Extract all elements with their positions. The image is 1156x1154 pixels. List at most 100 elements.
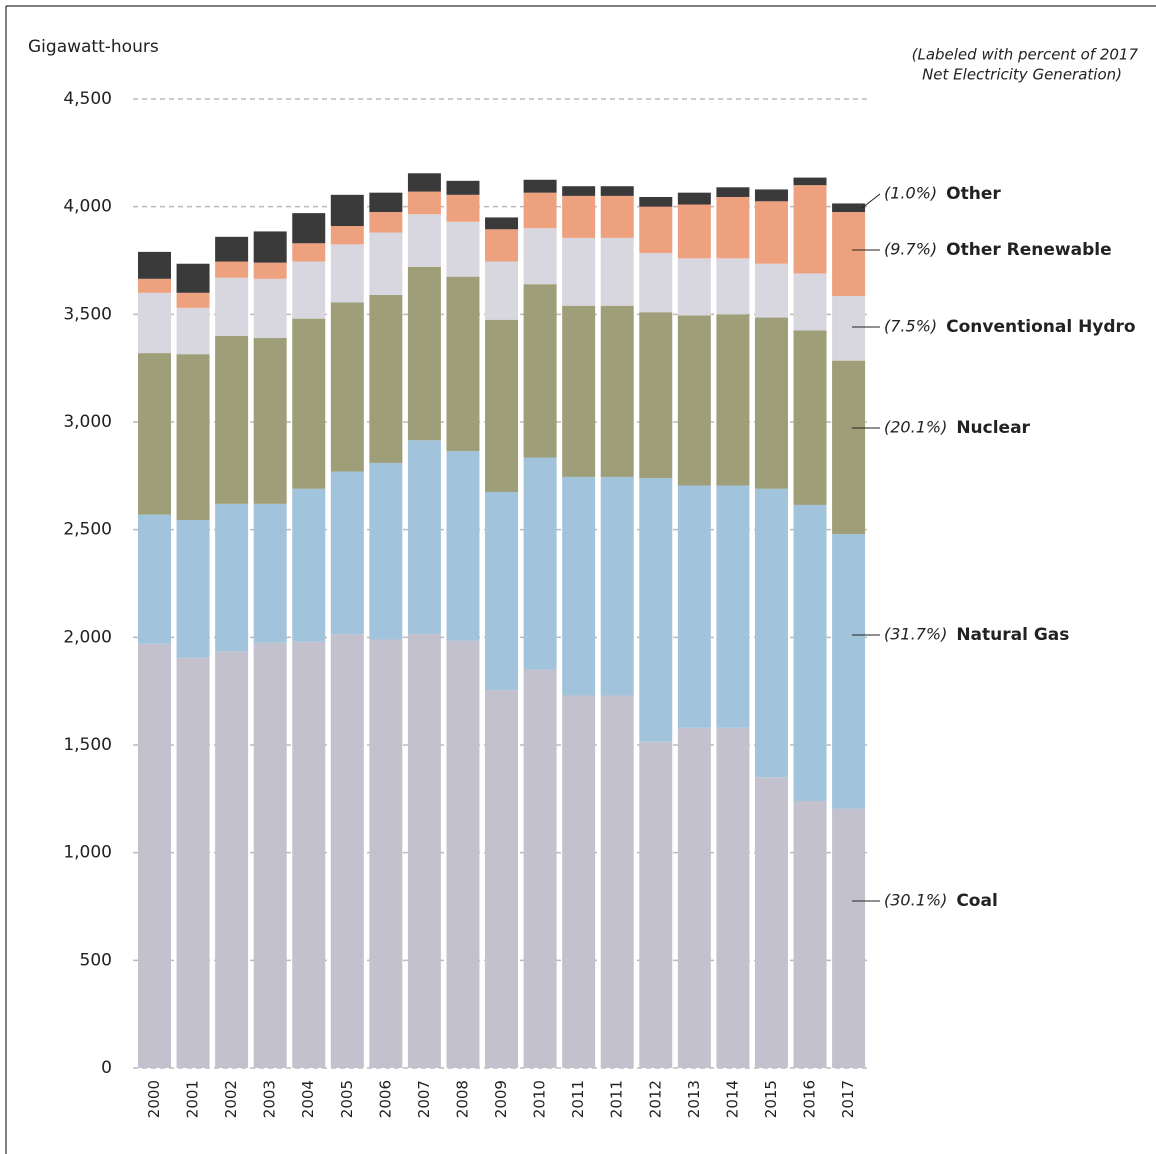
bar-segment bbox=[523, 192, 557, 229]
bar-segment bbox=[215, 236, 249, 262]
bar-segment bbox=[485, 217, 519, 230]
bar-segment bbox=[793, 177, 827, 186]
bar-segment bbox=[253, 503, 287, 643]
bar-segment bbox=[330, 194, 364, 227]
bar-segment bbox=[253, 278, 287, 339]
bar-segment bbox=[754, 317, 788, 489]
bar-segment bbox=[446, 180, 480, 195]
bar-segment bbox=[562, 305, 596, 477]
bar-segment bbox=[754, 201, 788, 264]
y-tick-label: 4,500 bbox=[63, 89, 112, 109]
bar-segment bbox=[369, 639, 403, 1068]
bar-segment bbox=[793, 330, 827, 505]
bar-segment bbox=[253, 642, 287, 1068]
bar-segment bbox=[369, 192, 403, 213]
bar-segment bbox=[330, 634, 364, 1068]
bar-segment bbox=[407, 440, 441, 635]
x-tick-label: 2009 bbox=[492, 1080, 510, 1118]
bar-segment bbox=[600, 476, 634, 696]
x-tick-label: 2016 bbox=[801, 1080, 819, 1118]
bar-segment bbox=[716, 727, 750, 1068]
bar-segment bbox=[215, 277, 249, 336]
x-tick-label: 2000 bbox=[145, 1080, 163, 1118]
x-tick-label: 2001 bbox=[184, 1080, 202, 1118]
bar-segment bbox=[562, 476, 596, 696]
bar-segment bbox=[138, 643, 171, 1068]
bar-segment bbox=[446, 194, 480, 222]
bar-segment bbox=[677, 204, 711, 259]
bar-segment bbox=[176, 307, 210, 355]
note: (Labeled with percent of 2017 bbox=[912, 46, 1139, 64]
bar-segment bbox=[832, 360, 866, 534]
bar-segment bbox=[292, 261, 326, 319]
x-tick-label: 2012 bbox=[646, 1080, 664, 1118]
series-share: (31.7%) bbox=[884, 625, 947, 644]
bar-segment bbox=[832, 808, 866, 1068]
x-tick-label: 2014 bbox=[723, 1080, 741, 1118]
series-name: Conventional Hydro bbox=[946, 317, 1135, 337]
bar-segment bbox=[369, 232, 403, 295]
bar-segment bbox=[716, 314, 750, 486]
series-share: (1.0%) bbox=[884, 184, 937, 203]
bar-segment bbox=[369, 212, 403, 233]
bar-segment bbox=[677, 485, 711, 728]
bar-segment bbox=[176, 292, 210, 308]
note: Net Electricity Generation) bbox=[922, 66, 1122, 84]
bar-segment bbox=[523, 228, 557, 285]
bar-segment bbox=[485, 319, 519, 492]
x-tick-label: 2002 bbox=[222, 1080, 240, 1118]
bar-segment bbox=[600, 237, 634, 306]
bar-segment bbox=[600, 186, 634, 196]
bar-segment bbox=[407, 191, 441, 215]
x-tick-label: 2004 bbox=[299, 1080, 317, 1118]
bar-segment bbox=[677, 315, 711, 486]
bar-segment bbox=[330, 226, 364, 245]
bar-segment bbox=[716, 258, 750, 315]
x-tick-label: 2011 bbox=[569, 1080, 587, 1118]
bar-segment bbox=[600, 195, 634, 238]
bar-segment bbox=[215, 335, 249, 504]
series-share: (30.1%) bbox=[884, 891, 947, 910]
bar-segment bbox=[485, 690, 519, 1068]
x-tick-label: 2015 bbox=[762, 1080, 780, 1118]
bar-segment bbox=[407, 634, 441, 1068]
bar-segment bbox=[754, 777, 788, 1068]
bar-segment bbox=[407, 266, 441, 441]
bar-segment bbox=[176, 354, 210, 520]
bar-segment bbox=[523, 457, 557, 670]
series-name: Other Renewable bbox=[946, 240, 1111, 260]
bar-segment bbox=[253, 262, 287, 279]
bar-segment bbox=[562, 186, 596, 196]
bar-segment bbox=[446, 276, 480, 452]
bar-segment bbox=[215, 651, 249, 1068]
series-name: Natural Gas bbox=[956, 625, 1069, 645]
bar-segment bbox=[793, 185, 827, 274]
x-tick-label: 2011 bbox=[608, 1080, 626, 1118]
y-tick-label: 1,500 bbox=[63, 735, 112, 755]
x-tick-label: 2010 bbox=[531, 1080, 549, 1118]
bar-segment bbox=[446, 640, 480, 1068]
bar-segment bbox=[716, 485, 750, 728]
bar-segment bbox=[330, 471, 364, 635]
series-name: Nuclear bbox=[956, 418, 1030, 438]
bar-segment bbox=[600, 305, 634, 477]
bar-segment bbox=[485, 491, 519, 691]
bar-segment bbox=[176, 519, 210, 658]
y-tick-label: 0 bbox=[101, 1058, 112, 1078]
bar-segment bbox=[639, 252, 673, 313]
y-tick-label: 3,000 bbox=[63, 412, 112, 432]
series-share: (7.5%) bbox=[884, 317, 937, 336]
bar-segment bbox=[292, 213, 326, 244]
bar-segment bbox=[176, 657, 210, 1068]
bar-segment bbox=[138, 278, 171, 293]
series-name: Coal bbox=[956, 891, 997, 911]
bar-segment bbox=[639, 477, 673, 742]
bar-segment bbox=[407, 214, 441, 267]
bar-segment bbox=[330, 244, 364, 303]
y-tick-label: 3,500 bbox=[63, 304, 112, 324]
x-tick-label: 2005 bbox=[338, 1080, 356, 1118]
leader-line bbox=[861, 193, 881, 209]
bar-segment bbox=[292, 488, 326, 642]
bar-segment bbox=[523, 284, 557, 458]
bar-segment bbox=[677, 727, 711, 1068]
